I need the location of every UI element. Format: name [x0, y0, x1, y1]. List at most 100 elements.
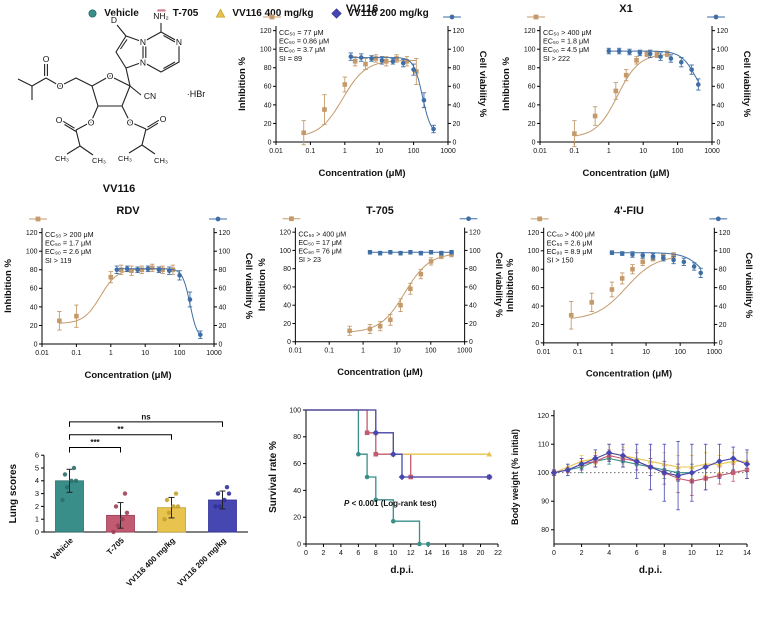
methyl-label: CH₃ [118, 154, 132, 163]
circle-marker [411, 67, 416, 72]
chart-body-weight: 0 2 4 6 8 10 12 14 80 90 100 110 120 d.p.i. Body weigh… [510, 410, 751, 576]
x-axis-label: Concentration (μM) [586, 368, 672, 379]
data-point [120, 517, 125, 522]
x-tick-label: 8 [662, 550, 666, 557]
circle-marker-icon [88, 9, 97, 17]
panel-structure: D NH₂ N N N O O O O O O O CN CH₃ CH₃ CH₃… [4, 2, 234, 200]
viability-series [348, 52, 436, 134]
legend-label: VV116 400 mg/kg [232, 7, 314, 19]
survival-series [306, 409, 492, 480]
square-marker [623, 72, 629, 78]
nitrogen-label: N [140, 37, 146, 47]
x-tick-label: 100 [174, 350, 186, 357]
y-tick-label: 40 [528, 102, 536, 109]
vv116-structure-drawing: D NH₂ N N N O O O O O O O CN CH₃ CH₃ CH₃… [17, 10, 205, 196]
methyl-label: CH₃ [154, 156, 168, 165]
circle-marker [431, 126, 436, 132]
x-tick-label: 10 [642, 349, 650, 356]
circle-marker [681, 259, 687, 265]
y-tick-label: 80 [528, 65, 536, 72]
x-tick-label: 10 [389, 550, 397, 557]
panel-body-weight: 0 2 4 6 8 10 12 14 80 90 100 110 120 d.p.i. Body weigh… [508, 398, 755, 580]
square-marker [129, 268, 134, 273]
x-tick-label: 1000 [707, 349, 723, 356]
diamond-marker [743, 460, 751, 468]
right-y-axis-label: Cell viability % [744, 252, 754, 319]
annotation-line: CC₅₀ > 400 μM [543, 28, 592, 37]
y-tick-label: 0 [469, 339, 473, 346]
square-marker [609, 287, 615, 292]
y-tick-label: 20 [293, 515, 301, 522]
circle-marker [449, 249, 454, 255]
y-tick-label: 80 [219, 267, 227, 274]
y-tick-label: 80 [469, 266, 477, 273]
circle-marker [398, 250, 403, 256]
annotation-line: SI > 150 [547, 256, 574, 264]
x-axis-label: Concentration (μM) [84, 370, 171, 381]
legend-label: Vehicle [104, 7, 139, 19]
panel-lung-scores: 0 1 2 3 4 5 6 Lung scores Vehicle T-705 VV116 400 … [4, 396, 262, 624]
circle-marker [114, 267, 120, 273]
annotation-line: EC₅₀ = 17 μM [298, 239, 342, 247]
x-axis-label: Concentration (μM) [582, 168, 669, 179]
x-tick-label: 6 [356, 550, 360, 557]
square-marker [139, 267, 145, 273]
oxygen-label: O [43, 54, 50, 64]
y-tick-label: 0 [535, 340, 539, 347]
y-tick-label: 40 [30, 304, 38, 311]
circle-marker [400, 60, 406, 66]
molecule-atom-labels: D NH₂ N N N O O O O O O O CN CH₃ CH₃ CH₃… [41, 10, 205, 196]
annotation-line: SI > 23 [298, 256, 321, 264]
data-point [122, 491, 128, 496]
x-tick-label: 1 [610, 349, 614, 356]
category-label: VV116 200 mg/kg [176, 536, 228, 588]
square-marker [731, 470, 736, 475]
y-tick-label: 0 [35, 527, 39, 536]
left-y-axis-label: Inhibition % [237, 57, 248, 111]
left-y-axis-label: Inhibition % [3, 259, 14, 313]
square-marker [118, 267, 124, 273]
circle-marker [691, 264, 697, 269]
circle-marker [627, 49, 632, 55]
diamond-marker [605, 449, 613, 456]
x-tick-label: 4 [339, 550, 343, 557]
y-tick-label: 20 [717, 121, 725, 128]
panel-survival: 0 2 4 6 8 10 12 14 16 18 20 22 0 20 40 60 80 100 d.p.i. Sur… [266, 398, 506, 580]
y-tick-label: 80 [541, 527, 549, 534]
y-tick-label: 120 [524, 28, 536, 35]
data-point [64, 485, 70, 490]
y-tick-label: 100 [528, 248, 540, 255]
circle-marker [630, 252, 635, 257]
annotation-line: EC₅₀ = 1.7 μM [45, 239, 91, 248]
square-marker [383, 58, 389, 64]
circle-marker [671, 257, 676, 263]
circle-marker [713, 14, 719, 20]
x-tick-label: 100 [408, 148, 420, 155]
y-tick-label: 80 [532, 267, 540, 274]
oxygen-label: O [160, 114, 167, 124]
annotation-line: CC₅₀ = 77 μM [279, 28, 324, 37]
x-tick-label: 0.01 [533, 148, 547, 155]
viability-series [114, 265, 203, 339]
data-point [175, 504, 181, 509]
circle-marker [377, 250, 383, 256]
chart-title: RDV [116, 205, 140, 217]
x-tick-label: 0.01 [537, 349, 551, 356]
annotation-line: CC₅₀ > 400 μM [298, 230, 346, 238]
y-tick-label: 60 [30, 286, 38, 293]
y-tick-label: 2 [35, 502, 39, 511]
circle-marker [661, 255, 666, 261]
y-axis-label: Survival rate % [268, 441, 279, 513]
y-tick-label: 100 [260, 47, 272, 54]
viability-series [367, 249, 454, 256]
square-marker [418, 271, 424, 277]
significance-label: ns [141, 412, 151, 421]
x-tick-label: 1 [109, 350, 113, 357]
x-tick-label: 10 [688, 550, 696, 557]
y-tick-label: 120 [453, 28, 465, 35]
data-point [69, 478, 74, 483]
y-tick-label: 120 [528, 230, 540, 237]
x-tick-label: 16 [442, 550, 450, 557]
square-marker [322, 107, 327, 112]
y-tick-label: 60 [528, 84, 536, 91]
